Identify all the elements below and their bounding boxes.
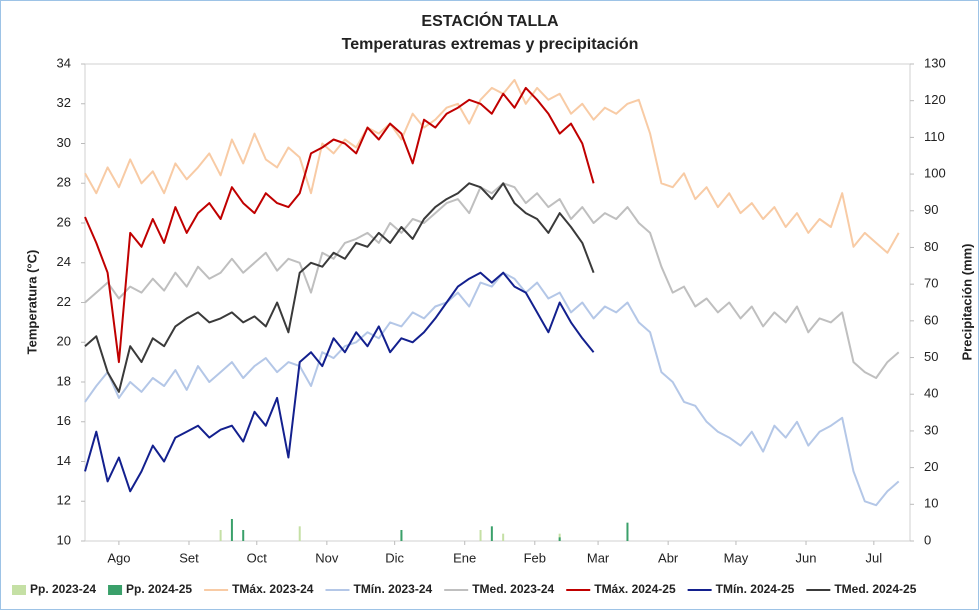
precip-bar bbox=[400, 529, 403, 541]
legend-label: TMáx. 2023-24 bbox=[232, 582, 314, 596]
chart-title: ESTACIÓN TALLA bbox=[421, 11, 559, 30]
legend-label: TMín. 2023-24 bbox=[353, 582, 432, 596]
x-tick-label: Ene bbox=[453, 550, 476, 565]
precip-bar bbox=[558, 537, 561, 541]
y2-tick-label: 70 bbox=[924, 276, 938, 291]
precip-bar bbox=[502, 533, 505, 541]
y2-tick-label: 90 bbox=[924, 202, 938, 217]
legend-swatch bbox=[108, 585, 123, 595]
y-tick-label: 20 bbox=[57, 334, 71, 349]
precip-bar bbox=[490, 526, 493, 541]
y-tick-label: 26 bbox=[57, 214, 71, 229]
y-tick-label: 28 bbox=[57, 175, 71, 190]
y-tick-label: 12 bbox=[57, 493, 71, 508]
y-tick-label: 24 bbox=[57, 254, 71, 269]
y-tick-label: 14 bbox=[57, 453, 71, 468]
y2-tick-label: 40 bbox=[924, 386, 938, 401]
chart-subtitle: Temperaturas extremas y precipitación bbox=[342, 36, 639, 53]
legend-label: TMed. 2024-25 bbox=[834, 582, 916, 596]
y2-tick-label: 120 bbox=[924, 92, 946, 107]
temperature-line bbox=[84, 86, 595, 364]
x-tick-label: Mar bbox=[587, 550, 610, 565]
x-tick-label: Jun bbox=[796, 550, 817, 565]
precip-bar bbox=[298, 526, 301, 541]
y2-tick-label: 80 bbox=[924, 239, 938, 254]
precip-bar bbox=[230, 518, 233, 541]
x-tick-label: Oct bbox=[247, 550, 268, 565]
precip-bar bbox=[626, 522, 629, 541]
x-tick-label: Ago bbox=[107, 550, 130, 565]
legend-label: TMáx. 2024-25 bbox=[594, 582, 676, 596]
y-tick-label: 30 bbox=[57, 135, 71, 150]
legend-label: Pp. 2024-25 bbox=[126, 582, 192, 596]
y2-tick-label: 30 bbox=[924, 422, 938, 437]
y-tick-label: 18 bbox=[57, 373, 71, 388]
x-tick-label: Set bbox=[179, 550, 199, 565]
y2-tick-label: 20 bbox=[924, 459, 938, 474]
y2-tick-label: 100 bbox=[924, 166, 946, 181]
legend-label: TMín. 2024-25 bbox=[716, 582, 795, 596]
x-tick-label: Nov bbox=[315, 550, 339, 565]
temperature-line bbox=[84, 271, 900, 507]
temperature-line bbox=[84, 78, 900, 254]
temperature-line bbox=[84, 271, 595, 493]
y2-tick-label: 60 bbox=[924, 312, 938, 327]
y-tick-label: 22 bbox=[57, 294, 71, 309]
legend-label: TMed. 2023-24 bbox=[472, 582, 554, 596]
y-tick-label: 16 bbox=[57, 413, 71, 428]
legend-swatch bbox=[12, 585, 26, 595]
y2-tick-label: 110 bbox=[924, 129, 945, 144]
y2-tick-label: 0 bbox=[924, 532, 931, 547]
x-tick-label: Dic bbox=[385, 550, 404, 565]
precip-bar bbox=[479, 529, 482, 541]
y2-tick-label: 10 bbox=[924, 496, 938, 511]
y2-tick-label: 130 bbox=[924, 55, 946, 70]
temperature-line bbox=[84, 182, 900, 379]
precip-bar bbox=[242, 529, 245, 541]
y2-axis-label: Precipitación (mm) bbox=[959, 243, 974, 360]
x-tick-label: Jul bbox=[866, 550, 883, 565]
y2-tick-label: 50 bbox=[924, 349, 938, 364]
x-tick-label: Abr bbox=[658, 550, 679, 565]
legend-label: Pp. 2023-24 bbox=[30, 582, 96, 596]
y-tick-label: 10 bbox=[57, 532, 71, 547]
y-axis-label: Temperatura (°C) bbox=[24, 250, 39, 355]
x-tick-label: Feb bbox=[524, 550, 546, 565]
y-tick-label: 32 bbox=[57, 95, 71, 110]
x-tick-label: May bbox=[724, 550, 749, 565]
temperature-line bbox=[84, 182, 595, 393]
y-tick-label: 34 bbox=[57, 55, 71, 70]
precip-bar bbox=[219, 529, 222, 541]
